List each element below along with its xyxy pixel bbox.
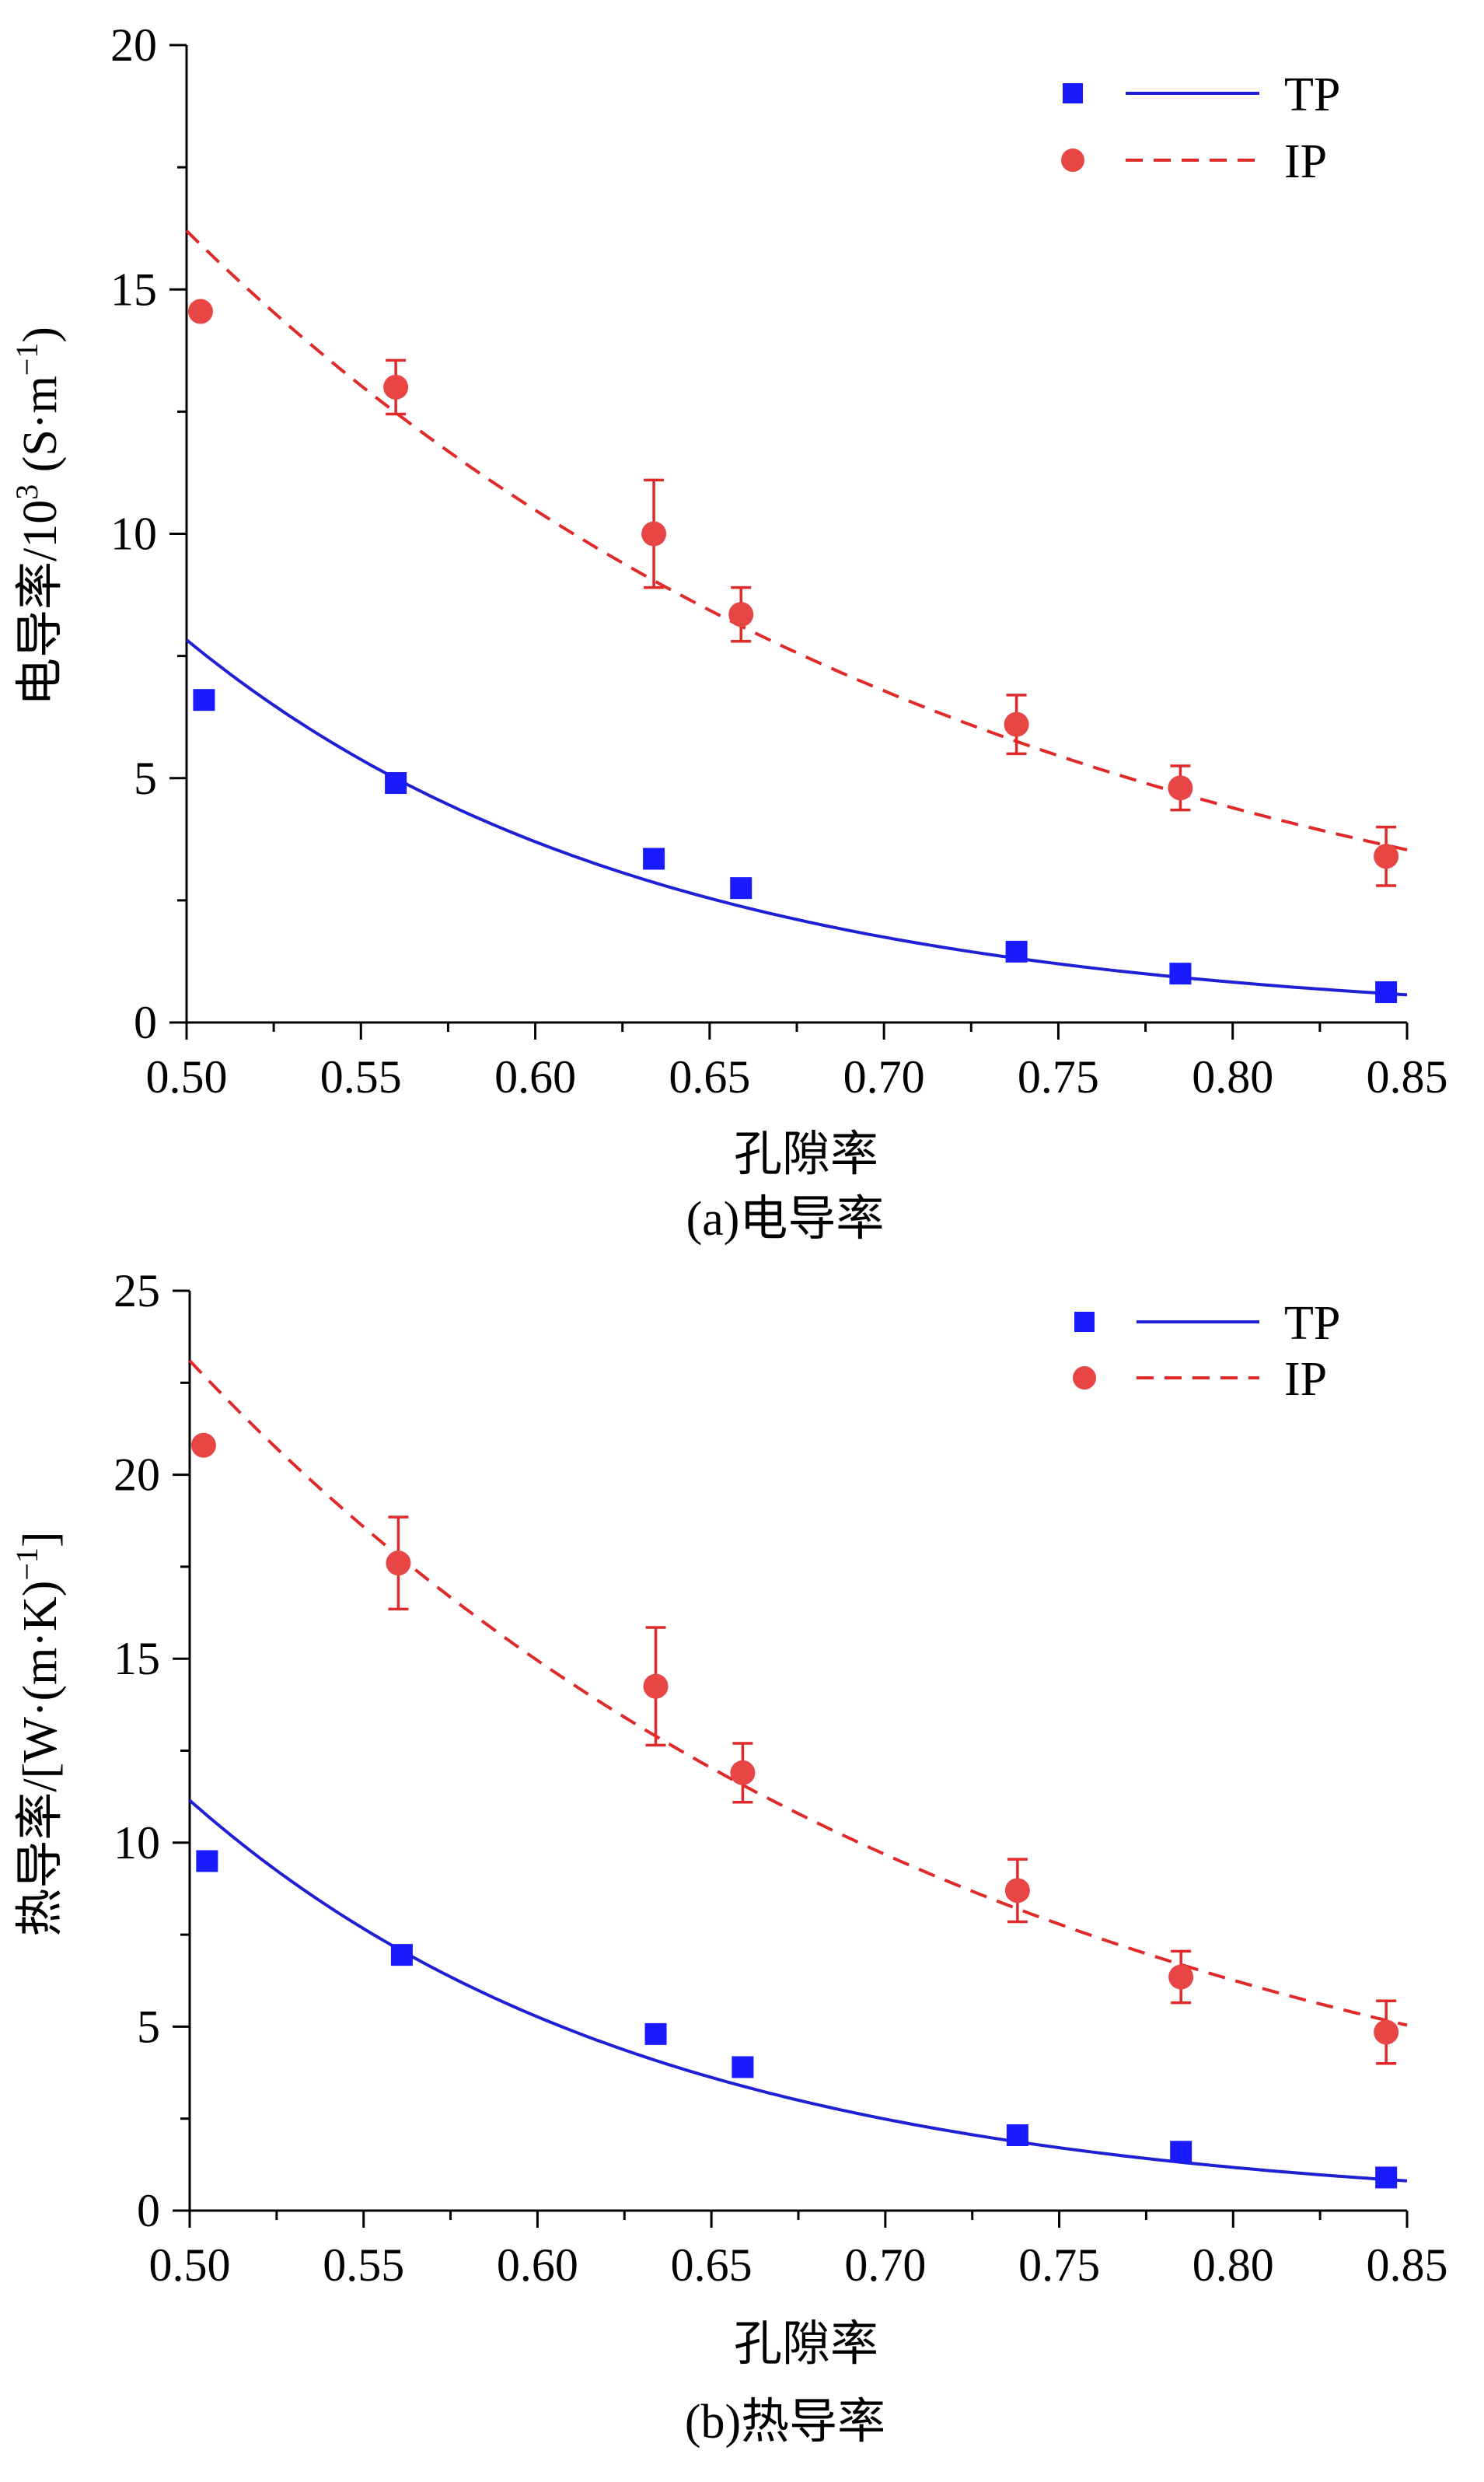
data-point-tp	[1170, 2141, 1192, 2163]
y-axis-label-sup: −1	[9, 1547, 44, 1581]
y-tick-label: 10	[110, 509, 157, 560]
y-tick-label: 0	[134, 997, 157, 1048]
y-axis-label-main: 电导率/10	[14, 500, 67, 706]
x-tick-label: 0.60	[494, 1051, 576, 1103]
legend-label-tp: TP	[1284, 68, 1340, 121]
x-tick-label: 0.50	[149, 2239, 231, 2291]
y-axis-label-sup: 3	[9, 484, 44, 500]
data-point-tp	[1169, 963, 1192, 985]
plot-frame	[188, 1291, 1407, 2212]
data-point-ip	[386, 1550, 411, 1576]
x-tick-label: 0.70	[844, 2239, 926, 2291]
legend-marker-ip	[1073, 1366, 1096, 1390]
data-markers	[187, 299, 1399, 1004]
y-tick-label: 15	[113, 1633, 160, 1684]
data-point-tp	[730, 877, 752, 900]
y-axis-label-unit: (S·m	[14, 376, 67, 484]
x-tick-label: 0.60	[497, 2239, 578, 2291]
x-tick-label: 0.70	[843, 1051, 925, 1103]
fit-line-tp	[188, 1799, 1408, 2183]
data-point-tp	[390, 1944, 413, 1966]
data-point-tp	[385, 772, 407, 795]
fit-line-ip	[188, 1359, 1408, 2027]
y-tick-label: 25	[113, 1265, 160, 1316]
y-tick-label: 0	[137, 2185, 160, 2236]
data-point-tp	[1375, 981, 1398, 1004]
y-tick-label: 20	[113, 1449, 160, 1501]
y-axis-ticks: 0 5 10 15 20	[110, 19, 187, 1048]
data-point-ip	[1004, 711, 1029, 737]
data-point-tp	[732, 2056, 754, 2078]
data-point-ip	[187, 299, 213, 324]
legend-label-tp: TP	[1284, 1297, 1340, 1350]
data-point-tp	[643, 848, 665, 870]
data-point-tp	[193, 689, 215, 711]
data-point-ip	[1374, 844, 1399, 869]
x-tick-label: 0.75	[1018, 2239, 1100, 2291]
legend-marker-tp	[1074, 1312, 1095, 1332]
y-tick-label: 15	[110, 264, 157, 315]
chart-caption: (a)电导率	[686, 1193, 885, 1246]
x-tick-label: 0.50	[146, 1051, 228, 1103]
x-tick-label: 0.65	[671, 2239, 752, 2291]
x-axis-label: 孔隙率	[734, 2318, 878, 2371]
x-tick-label: 0.65	[669, 1051, 750, 1103]
y-tick-label: 10	[113, 1817, 160, 1868]
y-tick-label: 5	[134, 753, 157, 804]
y-axis-label: 电导率/103 (S·m−1)	[9, 327, 67, 706]
fit-lines	[185, 229, 1408, 997]
fit-line-ip	[185, 229, 1408, 851]
chart-caption: (b)热导率	[685, 2396, 885, 2449]
x-tick-label: 0.85	[1367, 1051, 1448, 1103]
x-tick-label: 0.80	[1192, 2239, 1274, 2291]
data-point-ip	[190, 1432, 216, 1458]
fit-lines	[188, 1359, 1408, 2183]
data-point-tp	[196, 1850, 218, 1872]
data-point-tp	[1006, 2124, 1028, 2146]
chart-electrical-conductivity: 0.50 0.55 0.60 0.65 0.70 0.75 0.80 0.85 0 5 10 15 2…	[9, 19, 1448, 1246]
legend-marker-ip	[1061, 149, 1084, 172]
y-axis-ticks: 0 5 10 15 20 25	[113, 1265, 190, 2236]
data-point-ip	[383, 374, 409, 400]
legend-marker-tp	[1063, 83, 1083, 103]
x-axis-ticks: 0.50 0.55 0.60 0.65 0.70 0.75 0.80 0.85	[149, 2211, 1448, 2291]
data-markers	[190, 1432, 1399, 2189]
legend-label-ip: IP	[1284, 1353, 1327, 1406]
x-tick-label: 0.55	[320, 1051, 402, 1103]
data-point-tp	[1375, 2166, 1398, 2189]
y-axis-label: 热导率/[W·(m·K)−1]	[9, 1531, 67, 1936]
data-point-ip	[641, 521, 667, 547]
data-point-ip	[728, 602, 754, 627]
plot-frame	[185, 45, 1407, 1024]
y-axis-label-tail: ]	[14, 1531, 67, 1547]
data-point-ip	[643, 1673, 669, 1699]
data-point-tp	[644, 2022, 667, 2045]
y-axis-label-main: 热导率/[W·(m·K)	[14, 1581, 67, 1937]
y-tick-label: 5	[137, 2001, 160, 2052]
y-axis-label-unit-sup: −1	[9, 343, 44, 376]
x-axis-label: 孔隙率	[734, 1128, 878, 1181]
chart-thermal-conductivity: 0.50 0.55 0.60 0.65 0.70 0.75 0.80 0.85 0 5 10 15 2…	[9, 1265, 1448, 2449]
x-tick-label: 0.75	[1018, 1051, 1099, 1103]
x-tick-label: 0.55	[323, 2239, 404, 2291]
x-tick-label: 0.85	[1367, 2239, 1448, 2291]
x-axis-ticks: 0.50 0.55 0.60 0.65 0.70 0.75 0.80 0.85	[146, 1023, 1448, 1103]
error-bars	[388, 1515, 1397, 2065]
x-tick-label: 0.80	[1192, 1051, 1273, 1103]
data-point-ip	[730, 1760, 756, 1785]
y-axis-label-unit-close: )	[14, 327, 67, 343]
data-point-tp	[1005, 940, 1028, 963]
error-bars	[386, 358, 1397, 887]
data-point-ip	[1004, 1878, 1030, 1903]
data-point-ip	[1374, 2019, 1399, 2045]
legend-label-ip: IP	[1284, 135, 1327, 188]
y-tick-label: 20	[110, 19, 157, 71]
fit-line-tp	[185, 638, 1408, 997]
data-point-ip	[1168, 1964, 1194, 1990]
legend: TP IP	[1061, 68, 1340, 188]
data-point-ip	[1168, 775, 1193, 801]
